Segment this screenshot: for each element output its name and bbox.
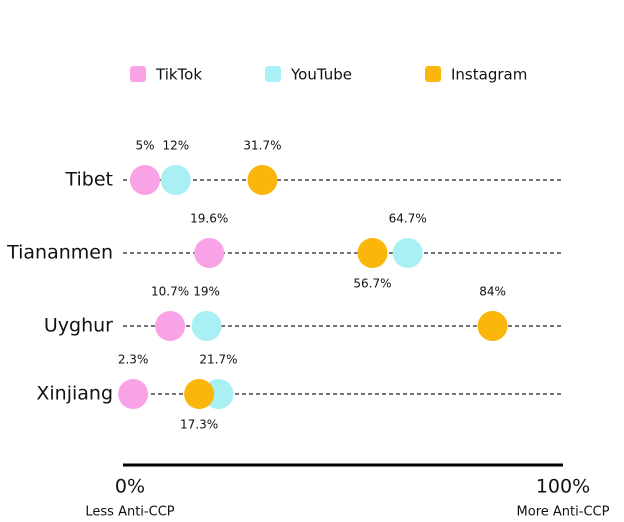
- legend-swatch: [265, 66, 281, 82]
- dot: [155, 311, 186, 341]
- legend-swatch: [425, 66, 441, 82]
- category-label: Tiananmen: [6, 242, 113, 264]
- x-tick-label: 100%: [536, 476, 590, 498]
- value-label: 12%: [162, 139, 189, 153]
- value-label: 21.7%: [199, 353, 237, 367]
- dot: [357, 238, 388, 268]
- dot: [130, 165, 160, 195]
- dot: [477, 311, 508, 341]
- category-label: Tibet: [65, 169, 114, 191]
- axis-note-left: Less Anti-CCP: [85, 505, 174, 520]
- dot: [118, 379, 149, 409]
- dot: [160, 165, 191, 195]
- dot: [184, 379, 215, 409]
- legend-label: YouTube: [290, 66, 352, 84]
- value-label: 10.7%: [151, 285, 189, 299]
- dot: [247, 165, 278, 195]
- x-tick-label: 0%: [115, 476, 145, 498]
- value-label: 31.7%: [243, 139, 281, 153]
- axis-note-right: More Anti-CCP: [517, 505, 610, 520]
- value-label: 17.3%: [180, 418, 218, 432]
- value-label: 5%: [135, 139, 154, 153]
- value-label: 64.7%: [389, 212, 427, 226]
- dot: [194, 238, 225, 268]
- value-label: 19.6%: [190, 212, 228, 226]
- legend-swatch: [130, 66, 146, 82]
- value-label: 84%: [479, 285, 506, 299]
- value-label: 19%: [193, 285, 220, 299]
- dot: [191, 311, 222, 341]
- legend-label: TikTok: [155, 66, 202, 84]
- category-label: Uyghur: [44, 315, 113, 337]
- legend-label: Instagram: [451, 66, 527, 84]
- dot: [392, 238, 423, 268]
- value-label: 2.3%: [118, 353, 149, 367]
- value-label: 56.7%: [353, 277, 391, 291]
- category-label: Xinjiang: [36, 383, 113, 405]
